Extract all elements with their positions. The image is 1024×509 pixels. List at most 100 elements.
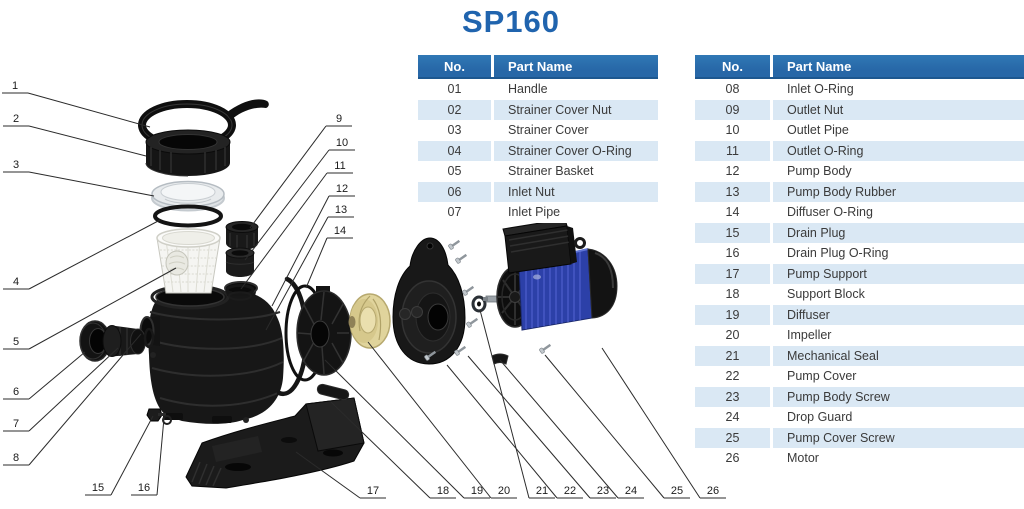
callout-number: 3 <box>13 159 19 171</box>
callout-5: 5 <box>3 267 177 350</box>
table-row: 07 Inlet Pipe <box>418 202 658 223</box>
inlet-o-ring <box>143 327 155 349</box>
col-header-part-name: Part Name <box>770 55 1024 77</box>
table-row: 21 Mechanical Seal <box>695 345 1024 366</box>
part-name-cell: Strainer Basket <box>491 161 658 182</box>
callout-number: 13 <box>335 204 347 216</box>
part-number-cell: 21 <box>725 348 740 363</box>
callout-number: 12 <box>336 183 348 195</box>
part-number-cell: 20 <box>725 328 740 343</box>
callout-9: 9 <box>249 113 352 229</box>
callout-leader-line <box>28 219 161 290</box>
callout-leader-line <box>244 149 330 261</box>
callout-25: 25 <box>544 354 690 499</box>
callout-leader-line <box>249 125 327 229</box>
pump-body-screws <box>448 239 479 328</box>
callout-8: 8 <box>3 333 142 466</box>
pump-support <box>185 397 365 489</box>
table-row: 01 Handle <box>418 79 658 100</box>
part-name-cell: Handle <box>491 79 658 100</box>
table-row: 15 Drain Plug <box>695 222 1024 243</box>
callout-13: 13 <box>265 204 354 331</box>
callout-16: 16 <box>131 417 165 496</box>
callout-22: 22 <box>446 364 583 499</box>
callout-20: 20 <box>367 341 517 499</box>
callout-10: 10 <box>244 137 355 261</box>
part-number-cell: 13 <box>725 184 740 199</box>
callout-number: 25 <box>671 485 683 497</box>
table-row: 05 Strainer Basket <box>418 161 658 182</box>
drain-plug <box>146 408 166 422</box>
callout-leader-line <box>479 309 530 499</box>
callout-leader-line <box>156 417 165 496</box>
part-number-cell: 25 <box>725 430 740 445</box>
callout-leader-line <box>28 333 142 466</box>
outlet-pipe <box>225 247 255 277</box>
callout-leader-line <box>28 171 155 197</box>
callout-17: 17 <box>295 451 386 499</box>
callout-number: 9 <box>336 113 342 125</box>
part-name-cell: Pump Body Screw <box>770 386 1024 407</box>
part-name-cell: Pump Cover Screw <box>770 427 1024 448</box>
part-number-cell: 06 <box>447 184 462 199</box>
part-number-cell: 18 <box>725 287 740 302</box>
part-name-cell: Support Block <box>770 284 1024 305</box>
inlet-nut <box>79 320 111 362</box>
table-row: 03 Strainer Cover <box>418 120 658 141</box>
table-row: 11 Outlet O-Ring <box>695 140 1024 161</box>
table-header: No. Part Name <box>695 55 1024 79</box>
callout-number: 5 <box>13 336 19 348</box>
callout-number: 26 <box>707 485 719 497</box>
table-row: 13 Pump Body Rubber <box>695 181 1024 202</box>
callout-number: 16 <box>138 482 150 494</box>
part-name-cell: Impeller <box>770 325 1024 346</box>
strainer-basket <box>156 228 221 294</box>
callout-number: 14 <box>334 225 346 237</box>
table-row: 18 Support Block <box>695 284 1024 305</box>
callout-number: 8 <box>13 452 19 464</box>
callout-leader-line <box>28 267 177 350</box>
mechanical-seal <box>471 295 487 313</box>
drain-plug-o-ring <box>162 415 172 425</box>
callout-leader-line <box>28 351 86 400</box>
part-number-cell: 01 <box>447 82 462 97</box>
table-body: 08 Inlet O-Ring 09 Outlet Nut 10 Outlet Pipe 1… <box>695 79 1024 469</box>
strainer-cover-o-ring <box>153 204 223 228</box>
part-name-cell: Pump Body Rubber <box>770 181 1024 202</box>
table-row: 20 Impeller <box>695 325 1024 346</box>
part-name-cell: Inlet Nut <box>491 181 658 202</box>
callout-number: 4 <box>13 276 19 288</box>
callout-number: 21 <box>536 485 548 497</box>
callout-number: 6 <box>13 386 19 398</box>
callout-7: 7 <box>3 347 119 432</box>
part-number-cell: 02 <box>447 102 462 117</box>
part-name-cell: Motor <box>770 448 1024 469</box>
callout-leader-line <box>467 355 591 499</box>
part-number-cell: 14 <box>725 205 740 220</box>
drop-guard <box>491 353 509 365</box>
callout-leader-line <box>601 347 701 499</box>
callout-leader-line <box>110 415 154 496</box>
part-name-cell: Outlet Pipe <box>770 120 1024 141</box>
part-number-cell: 11 <box>726 143 739 158</box>
table-row: 06 Inlet Nut <box>418 181 658 202</box>
table-row: 24 Drop Guard <box>695 407 1024 428</box>
callout-23: 23 <box>467 355 616 499</box>
callout-number: 23 <box>597 485 609 497</box>
part-number-cell: 10 <box>725 123 740 138</box>
part-number-cell: 07 <box>447 205 462 220</box>
part-number-cell: 26 <box>725 451 740 466</box>
part-name-cell: Pump Body <box>770 161 1024 182</box>
callout-number: 17 <box>367 485 379 497</box>
outlet-nut <box>225 221 259 250</box>
part-name-cell: Diffuser <box>770 304 1024 325</box>
part-name-cell: Outlet O-Ring <box>770 140 1024 161</box>
col-header-no: No. <box>444 58 465 74</box>
pump-body <box>139 281 284 424</box>
impeller <box>348 293 391 349</box>
callout-number: 2 <box>13 113 19 125</box>
table-row: 12 Pump Body <box>695 161 1024 182</box>
motor <box>483 218 618 331</box>
part-name-cell: Strainer Cover O-Ring <box>491 140 658 161</box>
